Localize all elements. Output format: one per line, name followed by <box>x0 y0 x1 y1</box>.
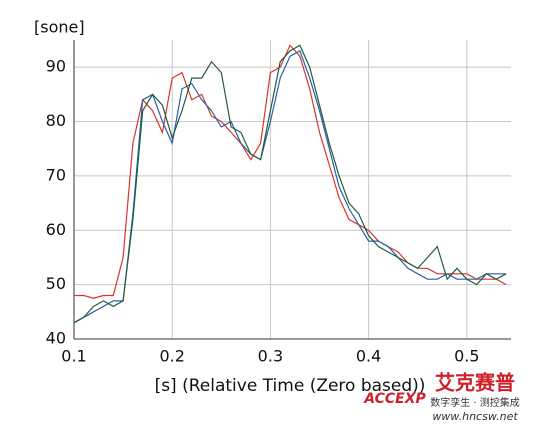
x-tick-label: 0.5 <box>454 347 479 366</box>
x-tick-label: 0.4 <box>356 347 381 366</box>
watermark-url: www.hncsw.net <box>432 410 518 423</box>
series-line <box>74 44 507 299</box>
y-tick-label: 40 <box>46 329 66 348</box>
watermark-slogan: 数字孪生 · 测控集成 <box>430 396 520 409</box>
series-line <box>73 50 507 324</box>
y-tick-label: 80 <box>46 111 66 130</box>
watermark-logo: ACCEXP <box>363 391 426 407</box>
x-tick-label: 0.2 <box>159 347 184 366</box>
watermark: 艾克赛普 ACCEXP 数字孪生 · 测控集成 www.hncsw.net <box>363 371 520 424</box>
x-tick-label: 0.1 <box>61 347 86 366</box>
series-line <box>73 44 507 324</box>
plot: 40 50 60 70 80 90 0.1 0.2 0.3 0.4 0.5 <box>46 40 511 366</box>
watermark-brand: 艾克赛普 <box>435 371 515 395</box>
y-tick-label: 90 <box>46 57 66 76</box>
x-tick-label: 0.3 <box>258 347 283 366</box>
y-tick-label: 70 <box>46 165 66 184</box>
x-axis-label: [s] (Relative Time (Zero based)) <box>155 376 426 396</box>
y-axis-label: [sone] <box>34 18 85 37</box>
y-tick-label: 60 <box>46 220 66 239</box>
y-tick-label: 50 <box>46 274 66 293</box>
